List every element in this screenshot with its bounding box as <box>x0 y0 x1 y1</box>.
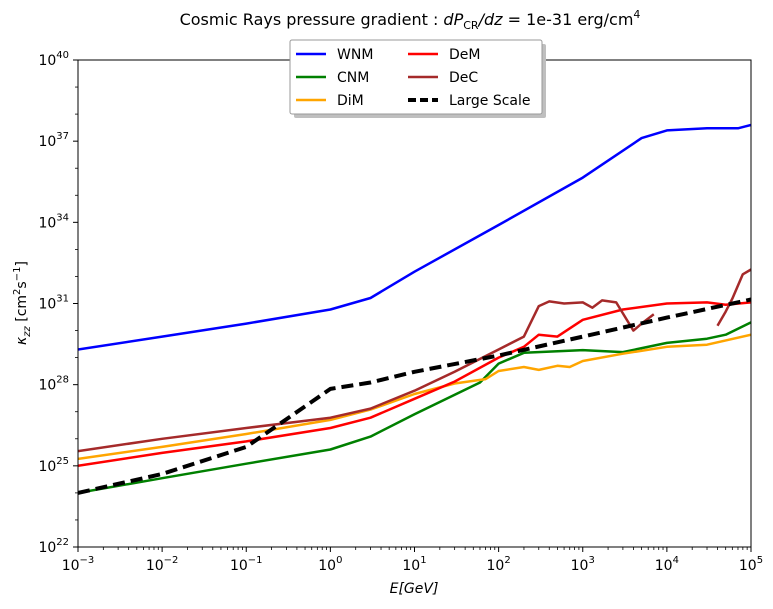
x-tick-label-0: 10−3 <box>62 555 95 574</box>
y-tick-label-3: 1031 <box>38 294 69 313</box>
x-tick-label-7: 104 <box>655 555 679 574</box>
series-line-dim <box>78 333 751 461</box>
legend-label-dim: DiM <box>337 93 364 109</box>
y-tick-label-4: 1034 <box>38 212 69 231</box>
series-line-dec-part2 <box>716 268 751 327</box>
legend: WNM CNM DiM DeM DeC Large Scale <box>289 39 546 118</box>
x-axis-label: E[GeV] <box>390 581 439 597</box>
y-tick-label-5: 1037 <box>38 131 69 150</box>
x-tick-label-4: 101 <box>402 555 426 574</box>
x-tick-label-5: 102 <box>487 555 511 574</box>
x-tick-label-8: 105 <box>739 555 763 574</box>
y-tick-label-1: 1025 <box>38 456 69 475</box>
y-axis-label: κzz [cm2s−1] <box>12 261 33 345</box>
series-line-dem <box>78 301 751 468</box>
x-tick-label-6: 103 <box>571 555 595 574</box>
y-tick-label-2: 1028 <box>38 375 69 394</box>
tick-labels: 10−3 10−2 10−1 100 101 102 103 104 105 1022 1025 10… <box>38 50 763 574</box>
chart-title: Cosmic Rays pressure gradient : dPCR/dz … <box>180 8 641 32</box>
plot-area <box>78 60 751 547</box>
series-line-cnm <box>78 321 751 495</box>
series-layer <box>78 123 751 495</box>
series-line-wnm <box>78 123 751 351</box>
legend-label-wnm: WNM <box>337 47 373 63</box>
x-tick-label-1: 10−2 <box>146 555 179 574</box>
y-tick-label-6: 1040 <box>38 50 69 69</box>
legend-label-cnm: CNM <box>337 70 369 86</box>
x-tick-label-2: 10−1 <box>230 555 263 574</box>
legend-label-dem: DeM <box>449 47 480 63</box>
y-tick-label-0: 1022 <box>38 537 69 556</box>
series-line-large-scale <box>78 297 751 495</box>
legend-label-dec: DeC <box>449 70 478 86</box>
major-ticks <box>73 59 752 552</box>
series-line-dec <box>78 299 655 453</box>
x-tick-label-3: 100 <box>318 555 342 574</box>
legend-label-large-scale: Large Scale <box>449 93 531 109</box>
